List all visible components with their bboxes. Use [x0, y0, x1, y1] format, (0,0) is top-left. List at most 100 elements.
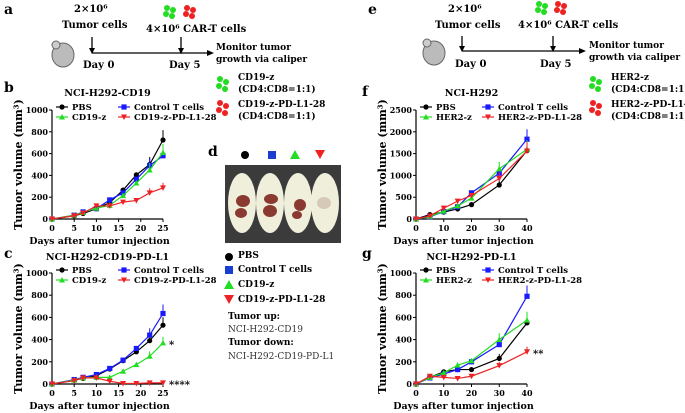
legend-pdl1-icon — [224, 295, 234, 304]
legend-label: Control T cells — [498, 103, 568, 113]
data-point — [107, 365, 113, 372]
day5-label: Day 5 — [169, 60, 201, 71]
cd19z-marker-icon — [290, 150, 300, 159]
data-point — [496, 165, 503, 172]
tumor-cells-label: Tumor cells — [62, 20, 128, 31]
legend-marker — [423, 277, 429, 283]
data-point — [524, 148, 530, 154]
legend-marker — [485, 277, 491, 283]
monitor-label-right-1: Monitor tumor — [589, 41, 664, 51]
legend-label: Control T cells — [498, 266, 568, 276]
legend-marker — [59, 277, 65, 283]
x-axis-label: Days after tumor injection — [393, 236, 534, 247]
legend-her2z-pdl1-ratio: (CD4:CD8=1:1) — [611, 112, 685, 122]
data-point — [146, 353, 153, 359]
tumor-cells-label-right: Tumor cells — [435, 20, 501, 31]
legend-label: Control T cells — [134, 103, 204, 113]
data-point — [71, 213, 78, 219]
y-tick-label: 400 — [31, 335, 48, 345]
data-point — [160, 153, 166, 159]
y-tick-label: 0 — [406, 214, 412, 224]
significance-annotation: ** — [533, 349, 544, 360]
data-point — [440, 374, 447, 381]
x-tick-label: 40 — [521, 223, 533, 233]
legend-marker — [485, 114, 491, 120]
y-axis-label: Tumor volume (mm³) — [12, 99, 25, 230]
cart-dose-label: 4×10⁶ CAR-T cells — [146, 24, 247, 35]
data-point — [455, 366, 461, 373]
data-point — [71, 378, 78, 384]
data-point — [468, 190, 475, 196]
legend-marker — [485, 267, 491, 273]
x-tick-label: 15 — [113, 223, 124, 233]
data-point — [468, 357, 475, 364]
pdl1-marker-icon — [315, 150, 325, 159]
panel-label-c: c — [4, 246, 13, 262]
day5-label-right: Day 5 — [540, 59, 572, 70]
data-point — [160, 380, 166, 386]
data-point — [468, 202, 475, 208]
x-tick-label: 10 — [91, 223, 103, 233]
y-axis-label: Tumor volume (mm³) — [12, 263, 25, 394]
legend-label: Control T cells — [134, 266, 204, 276]
data-point — [524, 317, 530, 323]
data-point — [146, 380, 153, 386]
x-tick-label: 20 — [135, 223, 147, 233]
y-tick-label: 600 — [31, 149, 48, 159]
significance-annotation: * — [169, 340, 175, 351]
data-point — [146, 190, 153, 196]
y-tick-label: 400 — [31, 170, 48, 180]
legend-marker — [59, 114, 65, 120]
monitor-label-right-2: growth via caliper — [589, 53, 681, 63]
legend-red-cells-icon — [216, 100, 229, 116]
photo-legend-pdl1: CD19-z-PD-L1-28 — [238, 295, 326, 305]
data-point — [496, 175, 503, 182]
timeline-arrowhead-right — [579, 48, 586, 54]
legend-label: CD19-z — [72, 276, 106, 286]
day0-label: Day 0 — [83, 60, 115, 71]
day5-arrowhead — [178, 48, 184, 54]
x-tick-label: 0 — [413, 388, 419, 398]
data-point — [426, 373, 433, 380]
data-point — [468, 366, 475, 373]
x-axis-label: Days after tumor injection — [29, 401, 170, 412]
control-marker-icon — [268, 151, 276, 159]
mice-photo — [225, 165, 341, 243]
x-tick-label: 0 — [49, 223, 55, 233]
panel-label-f: f — [362, 84, 369, 100]
x-tick-label: 10 — [91, 388, 103, 398]
legend-cd19z: CD19-z — [238, 73, 275, 83]
legend-label: HER2-z-PD-L1-28 — [498, 276, 582, 286]
legend-green-cells-icon-right — [589, 76, 602, 92]
tumor-down-label: Tumor down: — [228, 338, 294, 348]
data-point — [93, 203, 100, 209]
legend-label: PBS — [436, 266, 456, 276]
y-axis-label: Tumor volume (mm³) — [376, 263, 389, 394]
y-tick-label: 200 — [31, 192, 48, 202]
chart-title: NCI-H292 — [445, 88, 498, 99]
data-point — [160, 310, 166, 317]
tumor-dose-right: 2×10⁶ — [448, 4, 482, 15]
chart-title: NCI-H292-CD19-PD-L1 — [46, 252, 169, 263]
y-axis-label: Tumor volume (mm³) — [376, 99, 389, 230]
monitor-label-1: Monitor tumor — [216, 43, 291, 53]
x-axis-label: Days after tumor injection — [29, 236, 170, 247]
data-point — [93, 375, 100, 381]
car-t-red-cells-icon — [183, 5, 196, 19]
legend-label: CD19-z-PD-L1-28 — [134, 276, 217, 286]
x-tick-label: 10 — [438, 223, 450, 233]
tumor-dose: 2×10⁶ — [74, 4, 108, 15]
legend-marker — [121, 104, 127, 110]
chart-title: NCI-H292-CD19 — [64, 88, 151, 99]
legend-marker — [59, 267, 65, 273]
data-point — [496, 336, 503, 343]
photo-legend-cd19z: CD19-z — [238, 280, 275, 290]
y-tick-label: 1000 — [390, 268, 413, 278]
y-tick-label: 2000 — [390, 127, 413, 137]
pbs-marker-icon — [241, 151, 249, 159]
monitor-label-2: growth via caliper — [216, 55, 308, 65]
y-tick-label: 0 — [42, 379, 48, 389]
data-point — [133, 197, 140, 204]
data-point — [413, 216, 419, 222]
